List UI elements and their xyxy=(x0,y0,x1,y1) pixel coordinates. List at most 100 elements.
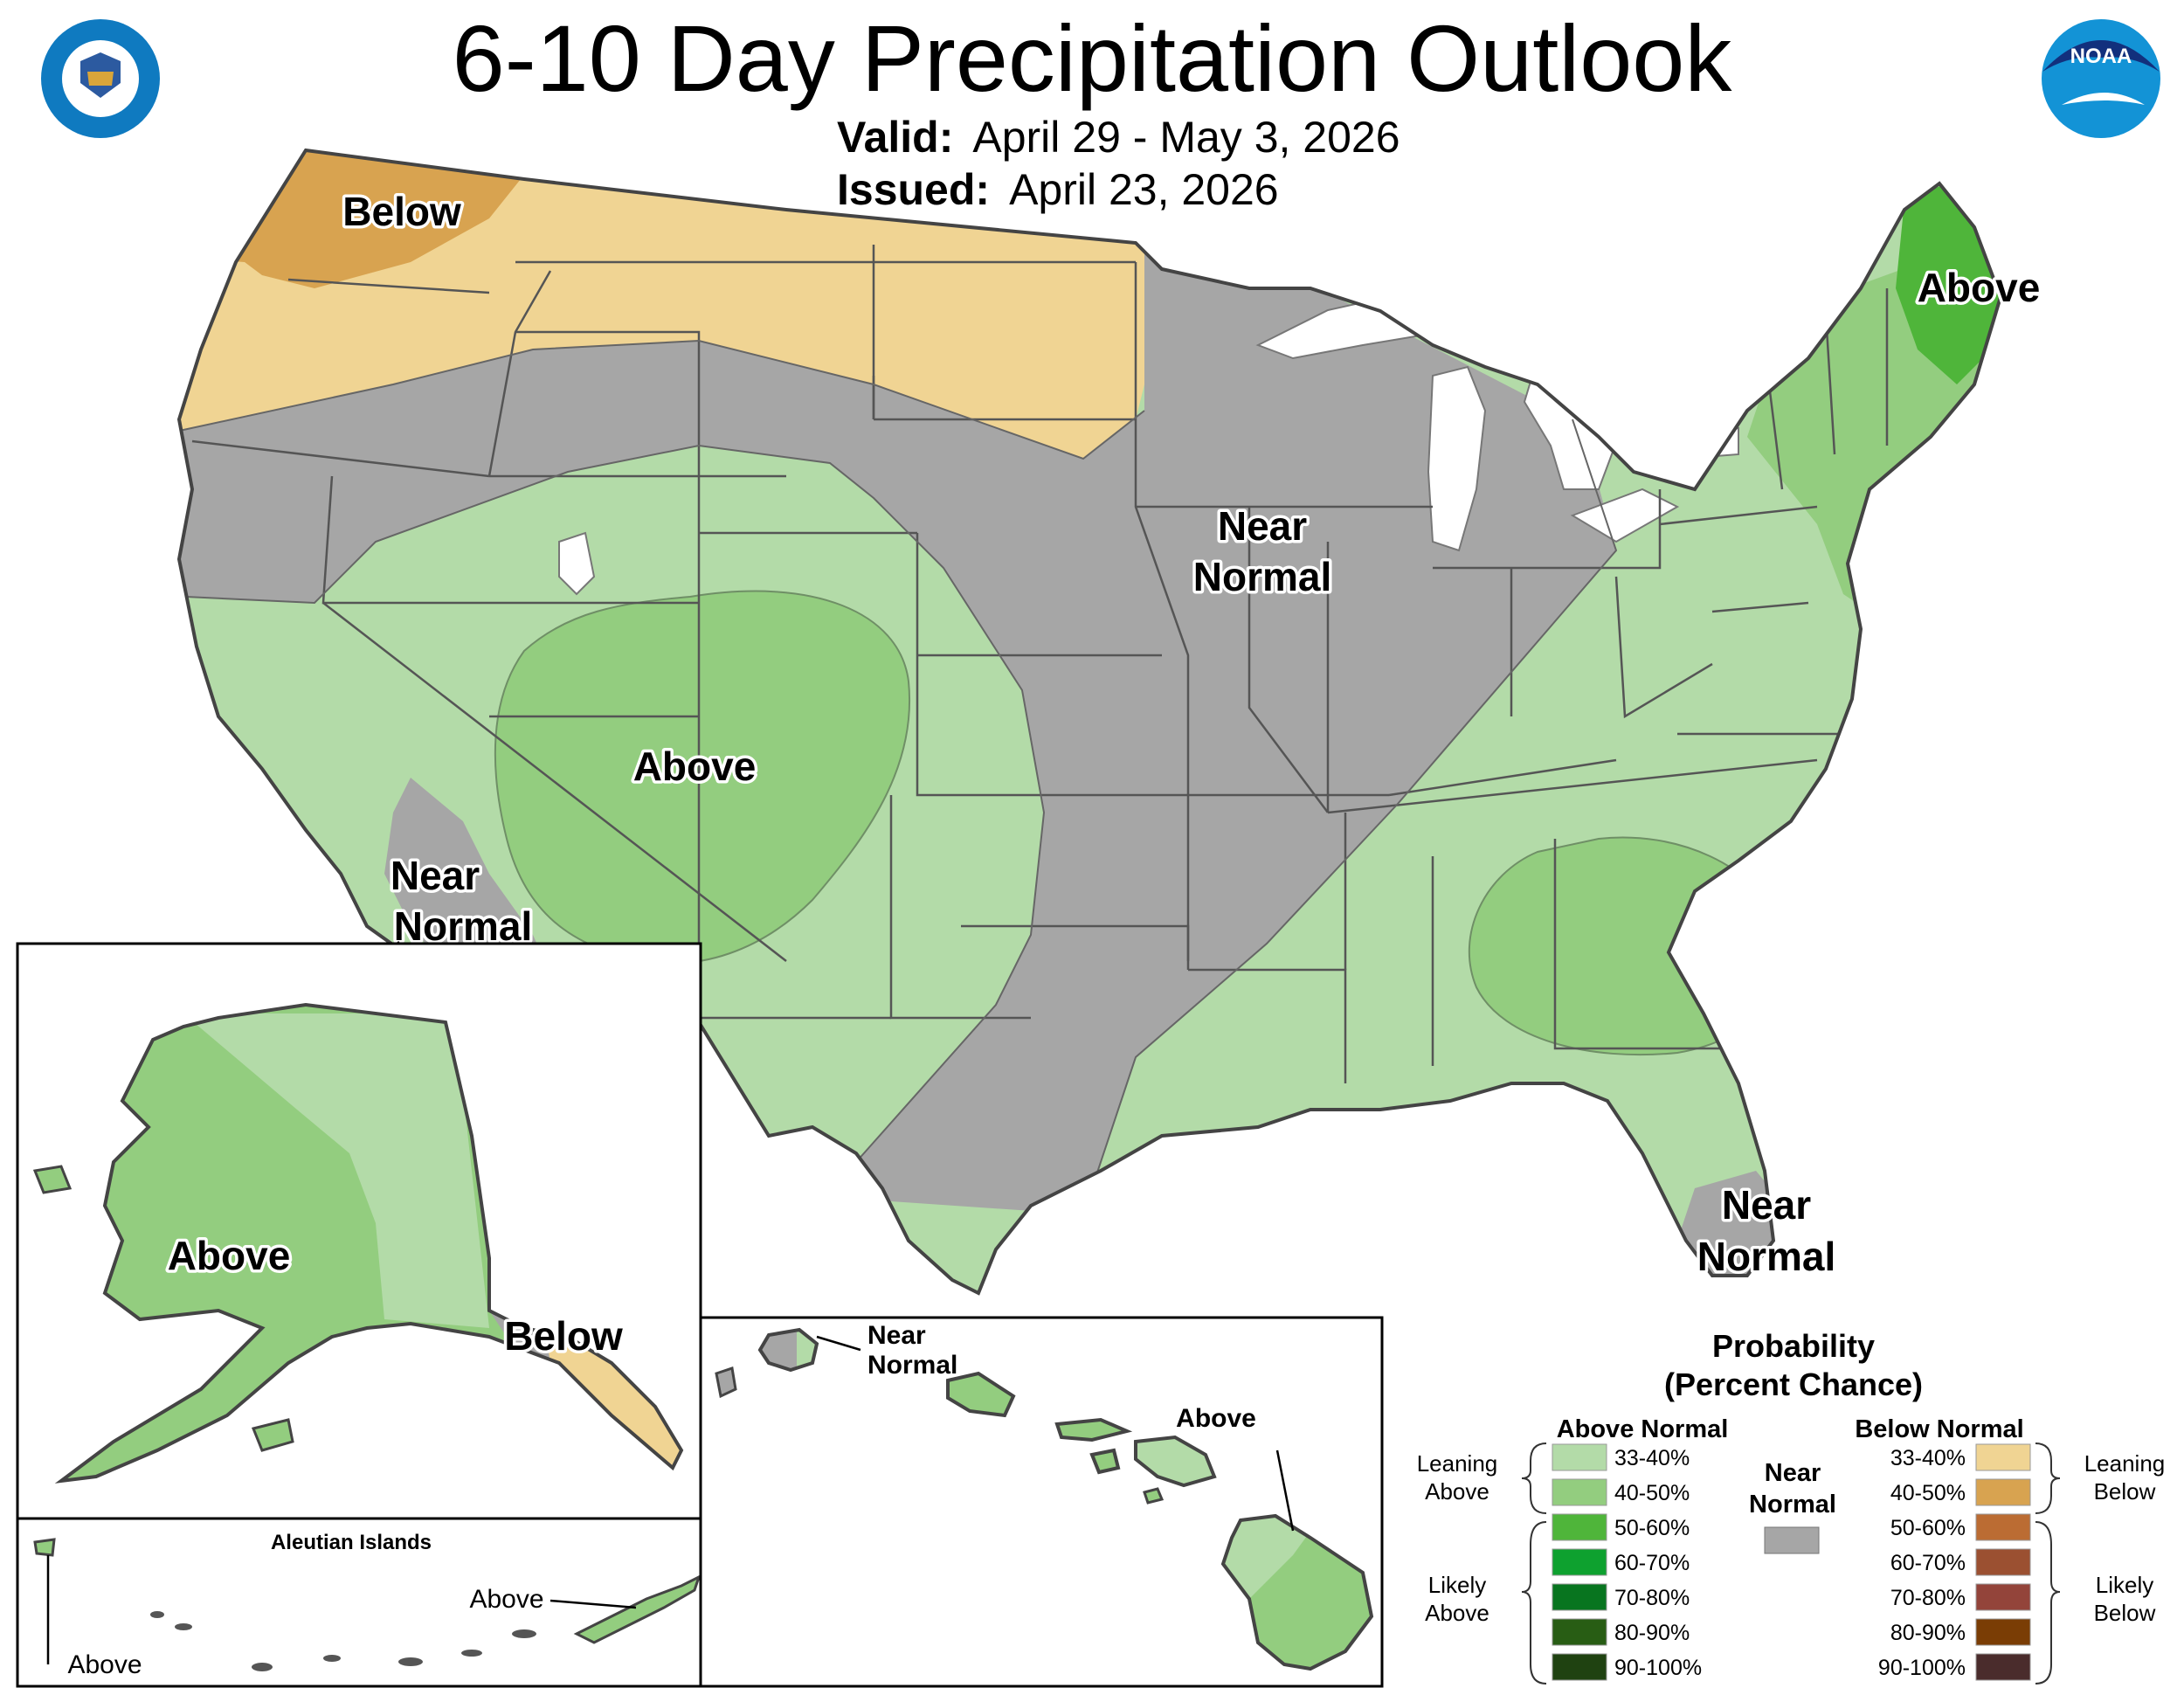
legend-title-line1: Probability xyxy=(1712,1328,1875,1364)
aleutians-inset: Aleutian Islands Above Above xyxy=(16,1517,702,1688)
conus-above-40-50-southeast xyxy=(1468,836,1787,1056)
valid-dates: April 29 - May 3, 2026 xyxy=(972,113,1400,162)
legend-likely-above-line2: Above xyxy=(1425,1600,1489,1626)
legend-leaning-above-line2: Above xyxy=(1425,1478,1489,1505)
legend-above-swatch-3 xyxy=(1552,1513,1607,1541)
category-boundaries xyxy=(179,339,1618,1215)
hawaii-inset: Near Normal Above xyxy=(699,1316,1384,1688)
hawaii-above-leader xyxy=(1275,1449,1295,1532)
legend-above-swatch-1 xyxy=(1552,1443,1607,1471)
lanai-island xyxy=(1089,1448,1121,1475)
legend-below-range-7: 90-100% xyxy=(1878,1656,1966,1680)
noaa-logo-wave-icon xyxy=(2062,93,2145,105)
valid-label: Valid: xyxy=(837,113,954,162)
legend-above-header: Above Normal xyxy=(1557,1415,1729,1443)
alaska-island-st-lawrence xyxy=(32,1165,73,1194)
legend-leaning-below-line1: Leaning xyxy=(2084,1450,2166,1477)
alaska-inset: Above Below xyxy=(16,942,702,1520)
legend-above-swatch-7 xyxy=(1552,1653,1607,1681)
label-near-normal-central-line1: Near xyxy=(1218,503,1307,549)
seal-ship-icon xyxy=(87,72,114,86)
label-near-normal-california-line2: Normal xyxy=(394,903,532,949)
label-near-normal-central-line2: Normal xyxy=(1193,554,1331,599)
label-aleutians-east: Above xyxy=(469,1585,543,1614)
issued-date: April 23, 2026 xyxy=(1009,165,1279,214)
lake-michigan xyxy=(1427,365,1487,552)
commerce-seal xyxy=(41,19,160,138)
alaska-coastline xyxy=(54,1002,684,1484)
legend-below-swatch-1 xyxy=(1975,1443,2031,1471)
aleutian-chain xyxy=(150,1611,536,1671)
map-title: 6-10 Day Precipitation Outlook xyxy=(452,5,1732,111)
maui-island xyxy=(1134,1435,1217,1488)
label-near-normal-california-line1: Near xyxy=(390,853,480,898)
legend-below-swatch-2 xyxy=(1975,1478,2031,1506)
legend-likely-above-line1: Likely xyxy=(1428,1572,1486,1598)
legend-leaning-above-line1: Leaning xyxy=(1417,1450,1498,1477)
aleutians-inset-frame xyxy=(16,1517,702,1688)
legend-below-swatch-6 xyxy=(1975,1618,2031,1646)
legend-above-range-6: 80-90% xyxy=(1614,1621,1690,1645)
aleutians-title: Aleutian Islands xyxy=(271,1531,432,1554)
legend-above-swatch-4 xyxy=(1552,1548,1607,1576)
alaska-leaning-above-east xyxy=(183,1013,489,1328)
legend: Probability (Percent Chance) Above Norma… xyxy=(1417,1328,2166,1685)
label-hawaii-near-line1: Near xyxy=(867,1321,926,1350)
legend-below-range-5: 70-80% xyxy=(1890,1586,1966,1610)
legend-leaning-above-brace xyxy=(1521,1442,1547,1514)
noaa-logo: NOAA xyxy=(2042,19,2160,138)
legend-above-range-7: 90-100% xyxy=(1614,1656,1702,1680)
legend-below-swatches: 33-40% 40-50% 50-60% 60-70% 70-80% 80-90% 90-1… xyxy=(1878,1443,2031,1681)
legend-below-range-6: 80-90% xyxy=(1890,1621,1966,1645)
legend-above-swatch-5 xyxy=(1552,1583,1607,1611)
legend-title-line2: (Percent Chance) xyxy=(1664,1366,1923,1402)
label-above-southwest: Above xyxy=(633,744,757,789)
legend-above-range-5: 70-80% xyxy=(1614,1586,1690,1610)
legend-above-swatch-2 xyxy=(1552,1478,1607,1506)
legend-near-header-line1: Near xyxy=(1765,1459,1821,1487)
legend-below-range-4: 60-70% xyxy=(1890,1551,1966,1575)
legend-likely-above-brace xyxy=(1521,1521,1547,1685)
alaska-island-kodiak xyxy=(251,1418,294,1452)
kauai-coastline xyxy=(757,1327,819,1373)
legend-near-header-line2: Normal xyxy=(1749,1491,1836,1519)
label-near-normal-florida-line2: Normal xyxy=(1697,1234,1835,1279)
legend-below-swatch-7 xyxy=(1975,1653,2031,1681)
legend-below-swatch-4 xyxy=(1975,1548,2031,1576)
hawaii-near-normal-leader xyxy=(816,1335,861,1352)
label-alaska-above: Above xyxy=(168,1233,291,1278)
label-hawaii-above: Above xyxy=(1176,1404,1256,1433)
legend-above-swatch-6 xyxy=(1552,1618,1607,1646)
noaa-logo-disc xyxy=(2042,19,2160,138)
label-hawaii-near-line2: Normal xyxy=(867,1351,957,1380)
legend-likely-below-line1: Likely xyxy=(2096,1572,2153,1598)
big-island-coastline xyxy=(1220,1513,1374,1671)
legend-below-swatch-3 xyxy=(1975,1513,2031,1541)
legend-below-swatch-5 xyxy=(1975,1583,2031,1611)
label-below-northwest: Below xyxy=(342,189,461,234)
label-above-maine: Above xyxy=(1918,265,2041,310)
legend-leaning-below-brace xyxy=(2035,1442,2061,1514)
legend-above-range-1: 33-40% xyxy=(1614,1446,1690,1470)
aleutians-east-leader xyxy=(549,1599,637,1609)
lake-erie xyxy=(1570,488,1680,543)
state-borders xyxy=(191,245,1889,1083)
kahoolawe-island xyxy=(1143,1487,1165,1505)
issued-label: Issued: xyxy=(837,165,991,214)
legend-above-swatches: 33-40% 40-50% 50-60% 60-70% 70-80% 80-90% 90-1… xyxy=(1552,1443,1702,1681)
legend-below-header: Below Normal xyxy=(1855,1415,2023,1443)
lake-ontario xyxy=(1676,426,1739,460)
label-near-normal-florida-line1: Near xyxy=(1722,1182,1811,1228)
noaa-logo-text: NOAA xyxy=(2070,45,2132,68)
label-alaska-below: Below xyxy=(504,1313,623,1359)
legend-above-range-2: 40-50% xyxy=(1614,1481,1690,1505)
legend-below-range-2: 40-50% xyxy=(1890,1481,1966,1505)
legend-likely-below-brace xyxy=(2035,1521,2061,1685)
great-salt-lake xyxy=(558,531,596,596)
label-aleutians-west: Above xyxy=(67,1650,142,1679)
legend-near-swatch xyxy=(1764,1526,1820,1554)
legend-above-range-3: 50-60% xyxy=(1614,1516,1690,1540)
issued-line: Issued: April 23, 2026 xyxy=(837,164,1279,215)
